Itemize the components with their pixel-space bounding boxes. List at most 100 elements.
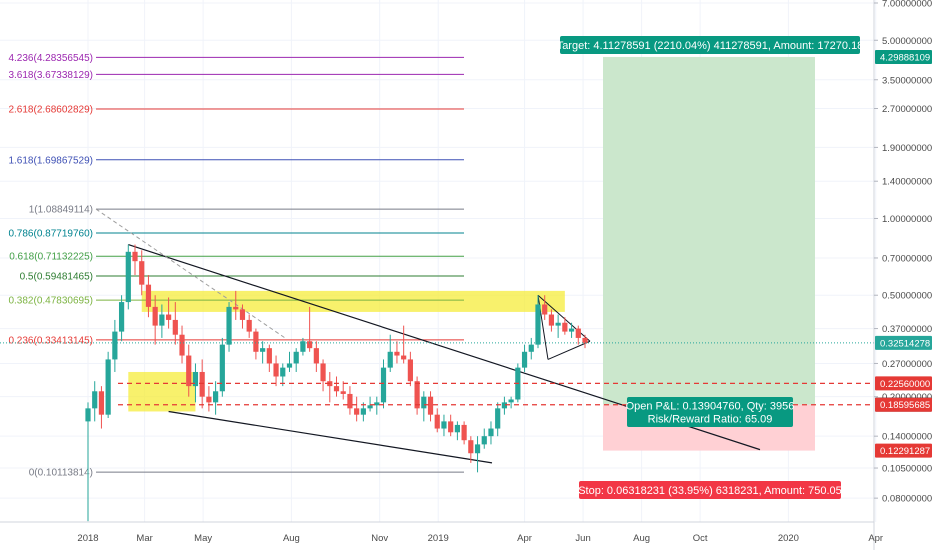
price-tick-label: 0.37000000: [882, 324, 932, 335]
price-tag-bg: [875, 49, 932, 64]
candle-body: [347, 393, 353, 409]
target-label: Target: 4.11278591 (2210.04%) 411278591,…: [557, 36, 863, 54]
candle-body: [320, 363, 326, 382]
time-axis[interactable]: 2018 Mar May Aug Nov 2019 Apr Jun Aug Oct 2020 Apr: [0, 521, 883, 544]
open-pl-label-bg: [627, 397, 793, 427]
price-tag-bg: [875, 376, 932, 391]
candle-body: [246, 319, 252, 332]
candle-body: [172, 319, 178, 335]
time-tick-label: Nov: [371, 533, 388, 544]
price-tick-label: 3.50000000: [882, 75, 932, 86]
stop-label: Stop: 0.06318231 (33.95%) 6318231, Amoun…: [578, 481, 842, 499]
triangle-lower-line: [547, 340, 591, 360]
price-axis[interactable]: 7.00000000 5.00000000 3.50000000 2.70000000…: [873, 0, 932, 550]
time-tick-label: Aug: [283, 533, 300, 544]
time-tick-label: 2018: [77, 533, 98, 544]
candle-body: [548, 314, 555, 326]
candle-body: [501, 402, 508, 409]
triangle-upper-line: [537, 294, 591, 342]
candle-body: [481, 436, 487, 445]
candle-body: [125, 251, 131, 303]
price-tag-label: 0.22560000: [880, 379, 930, 390]
candle-body: [179, 334, 185, 356]
open-pl-text: Open P&L: 0.13904760, Qty: 3956: [626, 401, 795, 413]
stop-label-bg: [579, 481, 841, 499]
candle-body: [434, 414, 440, 429]
fib-label: 2.618(2.68602829): [8, 105, 93, 116]
candle-body: [233, 306, 239, 310]
time-tick-label: Aug: [633, 533, 650, 544]
candle-body: [213, 391, 219, 403]
fib-label: 4.236(4.28356545): [8, 53, 93, 64]
candle-body: [528, 344, 534, 352]
candle-body: [575, 328, 581, 338]
price-tick-label: 2.70000000: [882, 104, 932, 115]
candle-body: [340, 391, 346, 394]
price-tick-label: 0.50000000: [882, 291, 932, 302]
time-tick-label: Apr: [868, 533, 883, 544]
price-tag-label: 4.29888109: [880, 52, 930, 63]
candle-body: [454, 424, 460, 433]
time-tick-label: 2019: [428, 533, 449, 544]
candle-body: [582, 337, 588, 343]
candle-body: [139, 261, 145, 285]
candle-body: [118, 302, 125, 332]
candle-body: [333, 386, 340, 392]
candle-body: [374, 402, 380, 406]
price-tag-label: 0.12291287: [880, 446, 930, 457]
candle-body: [354, 408, 360, 415]
fib-diagonal-line: [95, 208, 286, 339]
highlight-zones: [128, 56, 815, 451]
candle-body: [186, 355, 192, 387]
resistance-zone: [141, 290, 565, 312]
candle-body: [468, 440, 474, 454]
price-tag-bg: [875, 443, 932, 458]
candle-body: [239, 309, 246, 320]
candle-body: [508, 399, 514, 403]
target-zone: [603, 56, 815, 405]
candle-body: [105, 359, 111, 415]
candle-body: [226, 306, 232, 345]
candle-body: [401, 355, 407, 360]
time-tick-label: Oct: [693, 533, 708, 544]
candle-body: [441, 421, 447, 429]
candle-body: [85, 408, 91, 422]
candle-body: [461, 424, 467, 441]
target-label-bg: [560, 36, 860, 54]
price-tick-label: 7.00000000: [882, 0, 932, 10]
candle-body: [266, 348, 272, 364]
candle-body: [562, 322, 568, 332]
time-tick-label: 2020: [778, 533, 799, 544]
candle-body: [427, 396, 434, 415]
fib-label: 1(1.08849114): [29, 205, 93, 216]
candle-body: [98, 391, 105, 415]
fib-label: 0(0.10113814): [29, 468, 93, 479]
candlesticks: [85, 244, 588, 522]
candle-body: [495, 408, 501, 429]
candle-body: [112, 331, 118, 360]
candle-body: [542, 304, 548, 315]
candle-body: [387, 351, 393, 368]
candle-body: [488, 428, 494, 437]
candle-body: [253, 331, 259, 352]
price-tag-bg: [875, 397, 932, 412]
candle-body: [307, 341, 313, 349]
candle-body: [206, 396, 212, 403]
time-tick-label: Apr: [517, 533, 532, 544]
candle-body: [407, 359, 413, 382]
fib-label: 1.618(1.69867529): [8, 155, 93, 166]
support-zone: [128, 371, 196, 412]
position-annotations: Target: 4.11278591 (2210.04%) 411278591,…: [557, 36, 863, 499]
fib-label: 0.5(0.59481465): [20, 271, 93, 282]
candle-body: [132, 251, 138, 262]
price-tick-label: 5.00000000: [882, 36, 932, 47]
price-tick-label: 1.00000000: [882, 214, 932, 225]
candle-body: [394, 351, 400, 356]
stop-label-text: Stop: 0.06318231 (33.95%) 6318231, Amoun…: [578, 485, 842, 497]
time-tick-label: Jun: [575, 533, 590, 544]
time-tick-label: Mar: [136, 533, 152, 544]
candle-body: [273, 363, 279, 377]
candle-body: [555, 322, 561, 326]
risk-reward-text: Risk/Reward Ratio: 65.09: [648, 414, 773, 426]
